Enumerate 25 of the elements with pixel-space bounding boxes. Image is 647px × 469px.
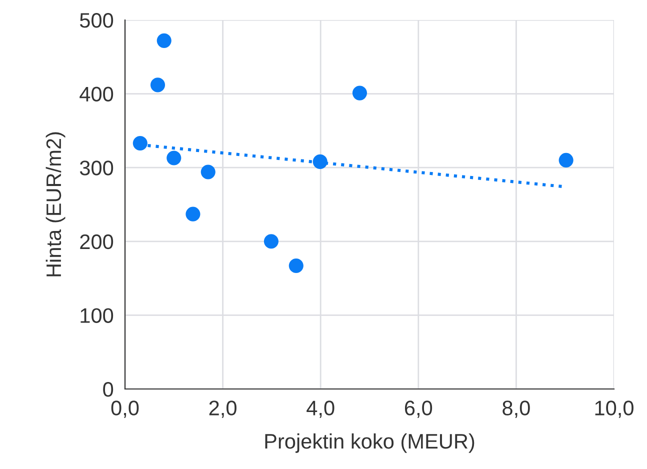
point: [132, 136, 148, 151]
x-tick-label: 0,0: [111, 400, 139, 418]
point: [312, 154, 328, 169]
y-tick-label: 300: [80, 160, 114, 176]
point: [166, 150, 182, 166]
y-tick-label: 400: [80, 86, 114, 102]
y-axis-title: Hinta (EUR/m2): [46, 132, 66, 276]
x-axis-title: Projektin koko (MEUR): [265, 433, 474, 453]
y-tick-label: 500: [80, 13, 114, 28]
point: [156, 33, 172, 48]
point: [264, 234, 278, 249]
x-tick-label: 8,0: [502, 400, 530, 418]
x-tick-label: 4,0: [306, 400, 334, 418]
point: [288, 258, 304, 274]
y-tick-label: 200: [80, 234, 114, 250]
x-tick-label: 2,0: [209, 400, 236, 418]
y-tick-label: 100: [80, 308, 114, 323]
point: [200, 164, 216, 180]
point: [150, 78, 166, 92]
point: [352, 86, 368, 100]
x-tick-label: 10,0: [595, 400, 634, 418]
y-tick-label: 0: [103, 382, 114, 397]
point: [186, 206, 200, 222]
point: [558, 152, 574, 168]
x-tick-label: 6,0: [404, 400, 432, 418]
